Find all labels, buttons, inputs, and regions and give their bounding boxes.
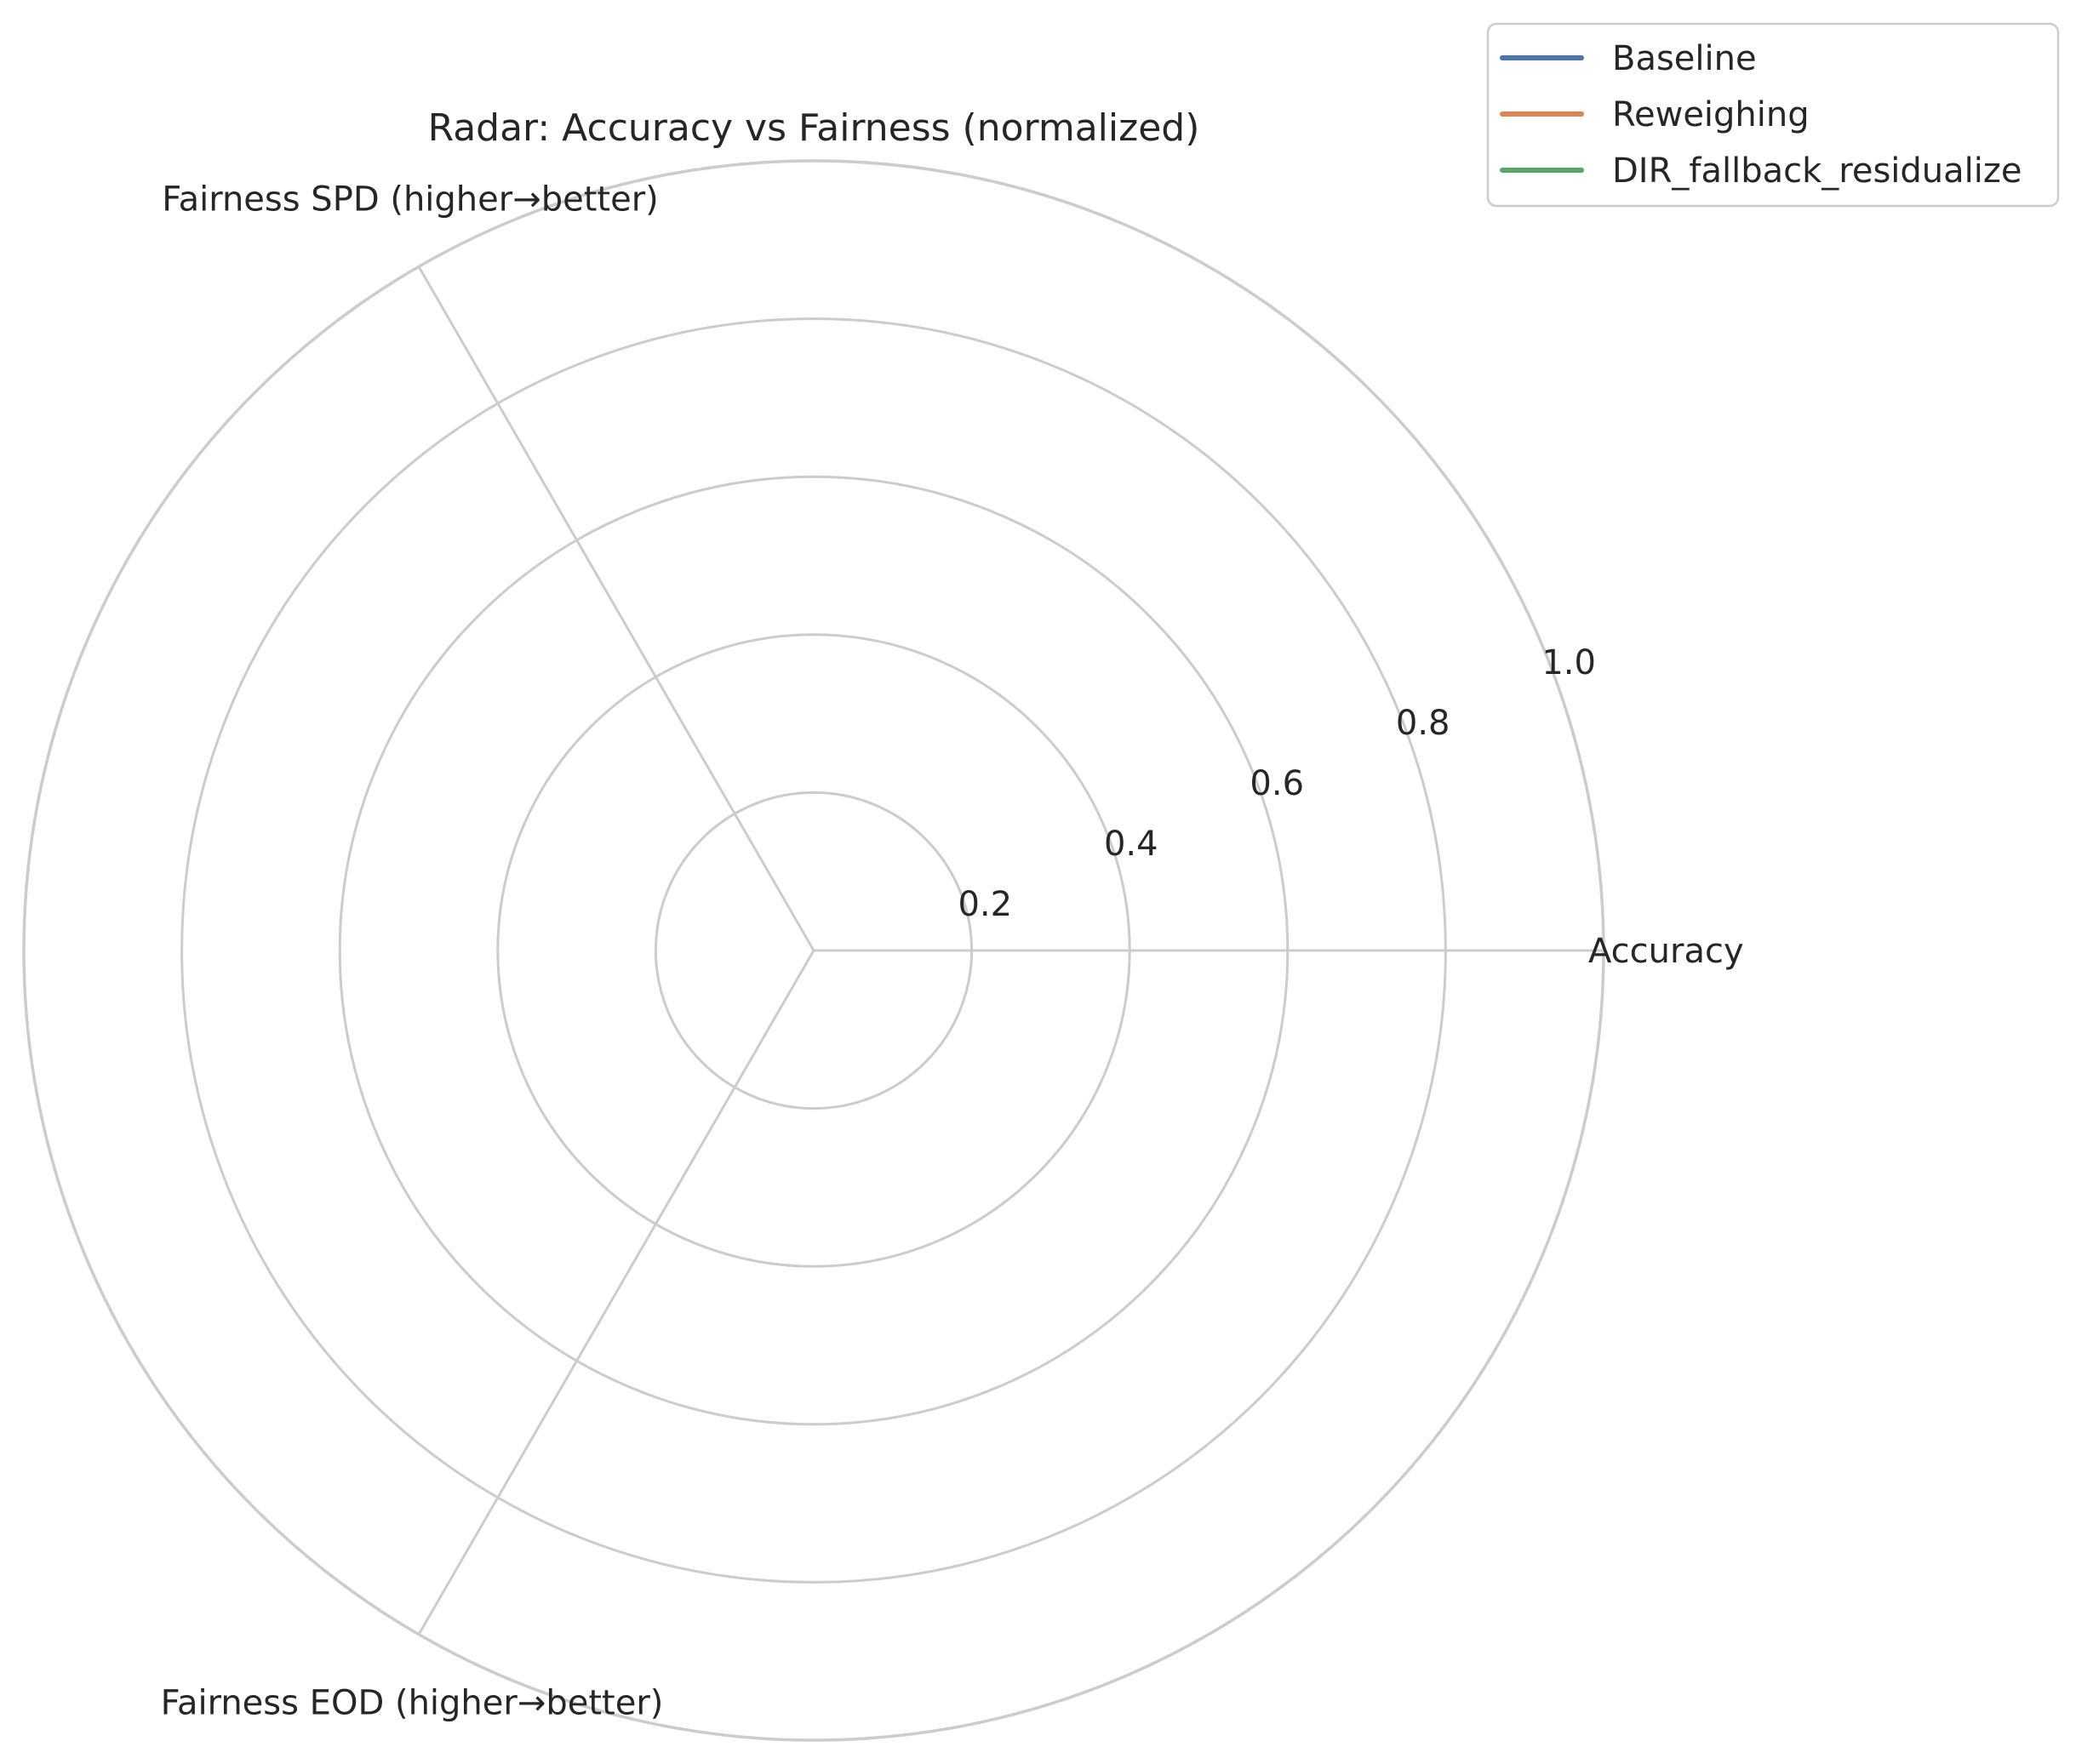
axis-label: Fairness EOD (higher→better)	[161, 1684, 664, 1723]
axis-label: Accuracy	[1588, 932, 1744, 971]
radial-tick-label: 0.6	[1250, 764, 1304, 803]
legend-item: DIR_fallback_residualize	[1500, 151, 2022, 191]
legend: Baseline Reweighing DIR_fallback_residuali…	[1486, 22, 2060, 208]
axis-label: Fairness SPD (higher→better)	[162, 180, 659, 219]
radial-tick-label: 0.8	[1396, 704, 1450, 743]
legend-label: Baseline	[1612, 39, 1757, 78]
radial-tick-label: 1.0	[1541, 643, 1596, 682]
axis-spokes	[417, 265, 1604, 1636]
radial-tick-label: 0.4	[1104, 825, 1158, 864]
legend-label: Reweighing	[1612, 95, 1810, 134]
legend-item: Baseline	[1500, 39, 1757, 78]
radial-tick-labels: 0.2 0.4 0.6 0.8 1.0	[958, 643, 1596, 924]
radial-tick-label: 0.2	[958, 885, 1012, 924]
axis-labels: Accuracy Fairness SPD (higher→better) Fair…	[161, 180, 1744, 1722]
legend-frame	[1486, 22, 2060, 208]
legend-item: Reweighing	[1500, 95, 1810, 134]
chart-title: Radar: Accuracy vs Fairness (normalized)	[428, 106, 1200, 150]
legend-label: DIR_fallback_residualize	[1612, 151, 2022, 191]
axis-spoke	[417, 265, 815, 951]
axis-spoke	[417, 950, 815, 1636]
